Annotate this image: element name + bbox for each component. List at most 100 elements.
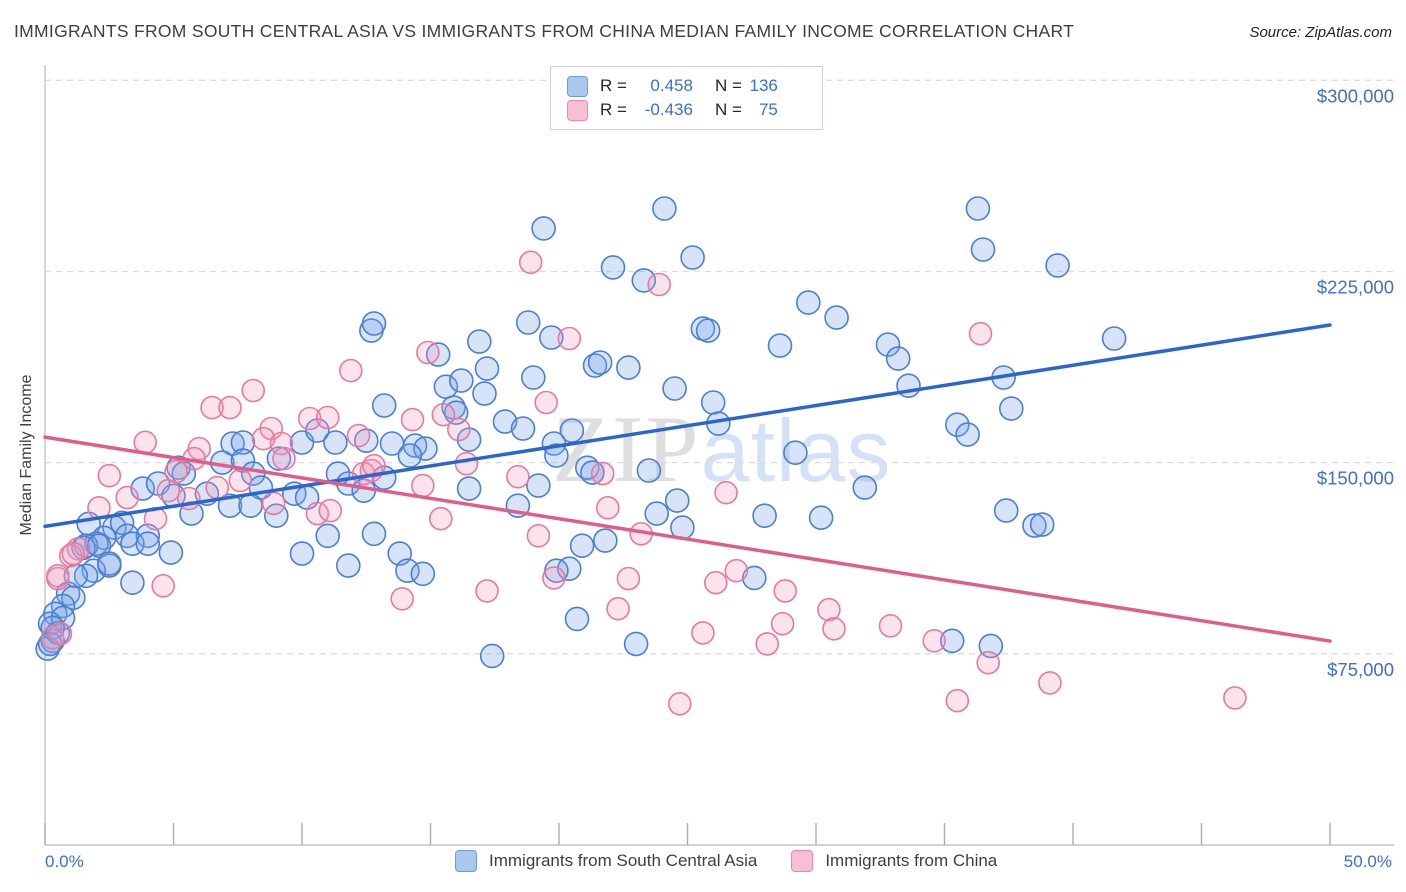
scatter-point-south-central-asia[interactable] xyxy=(824,305,849,330)
scatter-point-south-central-asia[interactable] xyxy=(808,505,834,531)
scatter-point-china[interactable] xyxy=(97,463,122,488)
legend-label-south-central-asia[interactable]: Immigrants from South Central Asia xyxy=(489,851,758,870)
scatter-point-south-central-asia[interactable] xyxy=(97,551,122,576)
scatter-point-south-central-asia[interactable] xyxy=(559,418,585,443)
scatter-point-china[interactable] xyxy=(151,573,175,598)
scatter-point-china[interactable] xyxy=(410,473,435,498)
scatter-point-china[interactable] xyxy=(115,485,139,510)
scatter-point-china[interactable] xyxy=(647,272,672,297)
scatter-point-south-central-asia[interactable] xyxy=(456,476,482,501)
scatter-point-south-central-asia[interactable] xyxy=(371,393,397,418)
scatter-point-south-central-asia[interactable] xyxy=(544,443,569,468)
scatter-point-south-central-asia[interactable] xyxy=(795,290,821,315)
scatter-point-china[interactable] xyxy=(205,475,229,500)
scatter-point-south-central-asia[interactable] xyxy=(644,501,670,526)
scatter-point-south-central-asia[interactable] xyxy=(680,245,705,270)
scatter-point-china[interactable] xyxy=(518,250,543,275)
scatter-point-china[interactable] xyxy=(297,406,322,431)
scatter-point-china[interactable] xyxy=(817,597,841,622)
scatter-point-china[interactable] xyxy=(446,417,471,442)
scatter-point-china[interactable] xyxy=(557,326,582,351)
scatter-point-china[interactable] xyxy=(968,321,993,346)
scatter-point-south-central-asia[interactable] xyxy=(410,561,436,587)
scatter-point-south-central-asia[interactable] xyxy=(474,356,500,381)
scatter-point-south-central-asia[interactable] xyxy=(1029,512,1055,537)
scatter-point-china[interactable] xyxy=(228,468,253,493)
scatter-point-china[interactable] xyxy=(714,480,738,505)
scatter-point-china[interactable] xyxy=(773,579,798,603)
scatter-point-china[interactable] xyxy=(475,579,499,603)
scatter-point-south-central-asia[interactable] xyxy=(526,473,551,498)
scatter-point-china[interactable] xyxy=(346,423,371,448)
scatter-point-south-central-asia[interactable] xyxy=(741,565,767,591)
scatter-point-south-central-asia[interactable] xyxy=(752,503,777,529)
scatter-point-china[interactable] xyxy=(269,431,294,456)
scatter-point-south-central-asia[interactable] xyxy=(564,606,590,632)
scatter-point-china[interactable] xyxy=(724,558,749,583)
scatter-point-china[interactable] xyxy=(362,453,386,478)
scatter-point-south-central-asia[interactable] xyxy=(335,553,361,578)
scatter-point-south-central-asia[interactable] xyxy=(531,216,556,241)
scatter-point-south-central-asia[interactable] xyxy=(955,422,980,447)
scatter-point-china[interactable] xyxy=(703,570,728,595)
scatter-point-china[interactable] xyxy=(200,395,224,420)
scatter-point-south-central-asia[interactable] xyxy=(875,332,901,357)
scatter-point-south-central-asia[interactable] xyxy=(939,628,965,654)
legend-swatch-south-central-asia[interactable] xyxy=(455,850,477,872)
scatter-point-china[interactable] xyxy=(164,459,188,484)
scatter-point-south-central-asia[interactable] xyxy=(515,310,541,335)
scatter-point-china[interactable] xyxy=(431,402,456,427)
scatter-point-south-central-asia[interactable] xyxy=(569,533,595,559)
scatter-point-south-central-asia[interactable] xyxy=(238,493,263,519)
scatter-point-china[interactable] xyxy=(595,495,620,520)
scatter-point-china[interactable] xyxy=(667,691,692,716)
scatter-point-south-central-asia[interactable] xyxy=(73,563,99,589)
scatter-point-china[interactable] xyxy=(315,405,340,430)
scatter-point-south-central-asia[interactable] xyxy=(538,325,564,350)
scatter-point-south-central-asia[interactable] xyxy=(636,458,662,483)
scatter-point-china[interactable] xyxy=(251,426,276,451)
scatter-point-south-central-asia[interactable] xyxy=(652,196,677,221)
scatter-point-south-central-asia[interactable] xyxy=(448,368,474,393)
scatter-point-china[interactable] xyxy=(61,541,86,566)
scatter-point-south-central-asia[interactable] xyxy=(600,255,626,280)
legend-label-china[interactable]: Immigrants from China xyxy=(825,851,998,870)
scatter-point-south-central-asia[interactable] xyxy=(135,531,161,557)
scatter-point-south-central-asia[interactable] xyxy=(616,355,641,380)
scatter-point-south-central-asia[interactable] xyxy=(520,365,546,390)
scatter-point-south-central-asia[interactable] xyxy=(479,643,505,669)
scatter-point-south-central-asia[interactable] xyxy=(783,440,808,466)
scatter-point-south-central-asia[interactable] xyxy=(395,558,420,584)
scatter-point-south-central-asia[interactable] xyxy=(885,346,911,371)
scatter-point-china[interactable] xyxy=(218,395,242,420)
scatter-point-south-central-asia[interactable] xyxy=(397,443,423,468)
scatter-point-south-central-asia[interactable] xyxy=(109,510,135,536)
scatter-point-south-central-asia[interactable] xyxy=(361,311,387,336)
scatter-point-south-central-asia[interactable] xyxy=(662,376,687,401)
scatter-point-south-central-asia[interactable] xyxy=(289,541,315,566)
scatter-point-china[interactable] xyxy=(878,613,903,638)
scatter-point-china[interactable] xyxy=(46,563,70,588)
scatter-point-south-central-asia[interactable] xyxy=(852,475,878,500)
scatter-point-south-central-asia[interactable] xyxy=(970,237,996,262)
scatter-point-south-central-asia[interactable] xyxy=(158,540,184,565)
scatter-point-china[interactable] xyxy=(416,340,440,365)
scatter-point-china[interactable] xyxy=(755,632,780,656)
scatter-point-south-central-asia[interactable] xyxy=(472,381,497,406)
scatter-point-china[interactable] xyxy=(390,586,415,611)
scatter-point-south-central-asia[interactable] xyxy=(944,412,970,438)
scatter-point-south-central-asia[interactable] xyxy=(592,528,618,553)
scatter-point-south-central-asia[interactable] xyxy=(120,570,145,596)
scatter-point-china[interactable] xyxy=(822,616,846,641)
scatter-point-china[interactable] xyxy=(338,358,363,383)
scatter-point-china[interactable] xyxy=(526,523,551,548)
scatter-point-south-central-asia[interactable] xyxy=(664,488,690,513)
scatter-point-south-central-asia[interactable] xyxy=(1045,253,1070,278)
scatter-point-south-central-asia[interactable] xyxy=(623,631,649,657)
scatter-point-china[interactable] xyxy=(945,688,970,713)
scatter-point-china[interactable] xyxy=(616,566,641,591)
scatter-point-south-central-asia[interactable] xyxy=(492,409,518,434)
scatter-point-south-central-asia[interactable] xyxy=(413,436,438,461)
scatter-point-south-central-asia[interactable] xyxy=(965,196,991,221)
scatter-point-south-central-asia[interactable] xyxy=(1022,513,1047,538)
